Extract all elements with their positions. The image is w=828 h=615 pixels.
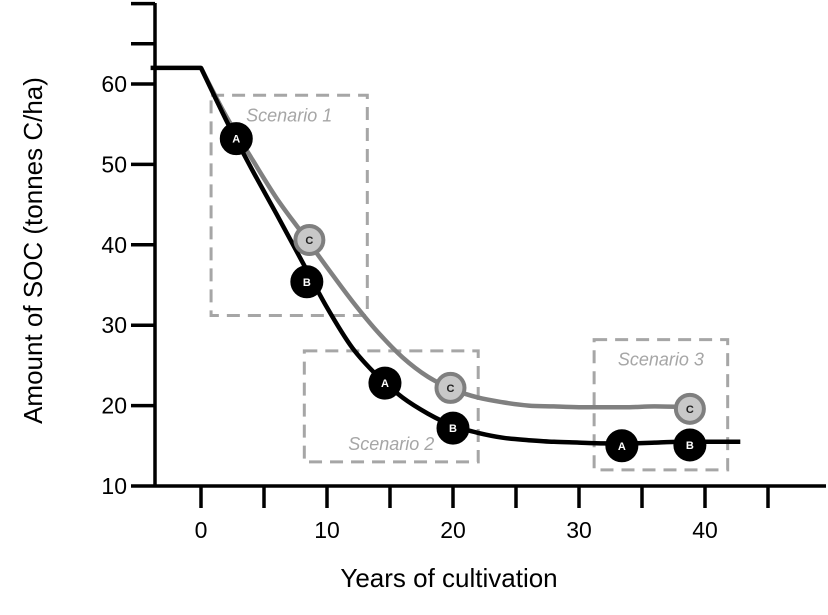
marker-circle [434,371,467,404]
y-tick-label: 10 [101,473,127,499]
x-tick-label: 10 [314,517,340,543]
marker-a: A [368,366,402,400]
scenario-label-2: Scenario 2 [348,434,434,454]
marker-b: B [436,411,470,445]
scenario-label-3: Scenario 3 [618,350,704,370]
y-tick-label: 30 [101,312,127,338]
x-tick-label: 0 [195,517,208,543]
y-tick-label: 60 [101,71,127,97]
marker-letter: A [618,441,626,453]
marker-c: C [293,223,326,256]
marker-letter: C [686,404,694,416]
marker-c: C [673,392,706,425]
marker-letter: C [305,235,313,247]
y-tick-label: 40 [101,232,127,258]
marker-letter: A [381,378,389,390]
y-axis-title: Amount of SOC (tonnes C/ha) [18,77,48,424]
axes: 10 20 30 40 50 60 0 10 20 30 40 [101,1,826,543]
marker-letter: C [447,383,455,395]
scenario-box-3 [592,338,730,472]
marker-a: A [605,429,639,463]
y-tick-label: 20 [101,393,127,419]
marker-circle [605,429,639,463]
scenario-boxes: Scenario 1 Scenario 2 Scenario 3 [209,93,730,472]
marker-b: B [673,428,707,462]
scenario-box-2 [302,349,480,464]
x-tick-label: 20 [440,517,466,543]
marker-c: C [434,371,467,404]
marker-circle [293,223,326,256]
data-markers: A B C A C B A B C [219,122,707,463]
x-axis-title: Years of cultivation [340,563,557,593]
x-tick-label: 30 [566,517,592,543]
marker-b: B [290,265,324,299]
marker-circle [219,122,253,156]
scenario-label-1: Scenario 1 [246,105,332,125]
marker-circle [290,265,324,299]
marker-letter: B [303,277,311,289]
marker-circle [673,428,707,462]
marker-letter: A [232,134,240,146]
marker-a: A [219,122,253,156]
marker-letter: B [686,440,694,452]
marker-circle [368,366,402,400]
scenario-box-1 [209,93,369,318]
x-tick-label: 40 [692,517,718,543]
y-tick-label: 50 [101,151,127,177]
marker-letter: B [449,423,457,435]
marker-circle [436,411,470,445]
marker-circle [673,392,706,425]
